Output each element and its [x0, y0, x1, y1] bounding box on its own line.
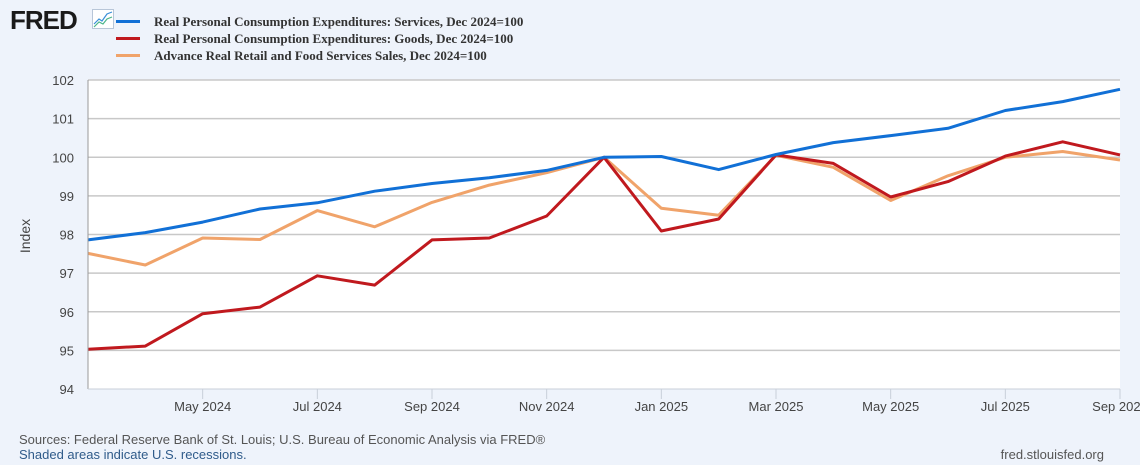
sources-text: Sources: Federal Reserve Bank of St. Lou…: [19, 432, 546, 447]
legend-swatch: [116, 37, 140, 40]
y-tick-label: 97: [60, 266, 74, 281]
legend-label: Real Personal Consumption Expenditures: …: [154, 14, 524, 29]
series-line-0: [87, 87, 1121, 242]
footer-notes: Sources: Federal Reserve Bank of St. Lou…: [19, 432, 545, 462]
y-axis: 94 95 96 97 98 99 100 101 102: [52, 73, 74, 397]
x-axis: May 2024 Jul 2024 Sep 2024 Nov 2024 Jan 2025…: [174, 389, 1140, 414]
legend-label: Real Personal Consumption Expenditures: …: [154, 31, 514, 46]
x-tick-label: Jan 2025: [635, 399, 689, 414]
legend: Real Personal Consumption Expenditures: …: [116, 13, 523, 64]
x-tick-label: Jul 2024: [293, 399, 342, 414]
legend-item-goods[interactable]: Real Personal Consumption Expenditures: …: [116, 30, 523, 47]
x-tick-label: Jul 2025: [981, 399, 1030, 414]
legend-swatch: [116, 20, 140, 23]
y-tick-label: 94: [60, 382, 74, 397]
y-tick-label: 102: [52, 73, 74, 88]
series-lines: [87, 87, 1121, 351]
legend-swatch: [116, 54, 140, 57]
y-axis-label: Index: [17, 219, 33, 253]
x-tick-label: May 2024: [174, 399, 231, 414]
line-chart-icon: [92, 9, 114, 29]
y-tick-label: 101: [52, 112, 74, 127]
y-tick-label: 96: [60, 305, 74, 320]
y-tick-label: 99: [60, 189, 74, 204]
y-tick-label: 95: [60, 343, 74, 358]
fred-logo[interactable]: FRED: [10, 5, 78, 35]
site-link[interactable]: fred.stlouisfed.org: [1000, 447, 1104, 462]
x-tick-label: Sep 2024: [404, 399, 460, 414]
y-tick-label: 100: [52, 150, 74, 165]
legend-label: Advance Real Retail and Food Services Sa…: [154, 48, 487, 63]
y-tick-label: 98: [60, 228, 74, 243]
x-tick-label: May 2025: [862, 399, 919, 414]
legend-item-services[interactable]: Real Personal Consumption Expenditures: …: [116, 13, 523, 30]
x-tick-label: Nov 2024: [519, 399, 575, 414]
legend-item-retail[interactable]: Advance Real Retail and Food Services Sa…: [116, 47, 523, 64]
x-tick-label: Sep 2025: [1092, 399, 1140, 414]
recession-note: Shaded areas indicate U.S. recessions.: [19, 447, 247, 462]
x-tick-label: Mar 2025: [749, 399, 804, 414]
